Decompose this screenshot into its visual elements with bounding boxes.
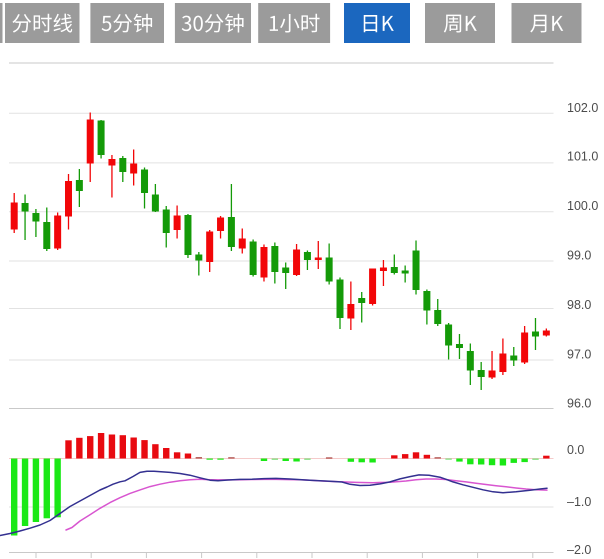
svg-text:–1.0: –1.0 — [567, 495, 591, 509]
svg-text:101.0: 101.0 — [567, 149, 598, 163]
svg-text:–2.0: –2.0 — [567, 543, 591, 557]
svg-text:102.0: 102.0 — [567, 101, 598, 115]
svg-text:97.0: 97.0 — [567, 347, 591, 361]
svg-text:0.0: 0.0 — [567, 443, 584, 457]
svg-text:98.0: 98.0 — [567, 298, 591, 312]
svg-text:96.0: 96.0 — [567, 397, 591, 411]
svg-text:99.0: 99.0 — [567, 248, 591, 262]
svg-text:100.0: 100.0 — [567, 199, 598, 213]
